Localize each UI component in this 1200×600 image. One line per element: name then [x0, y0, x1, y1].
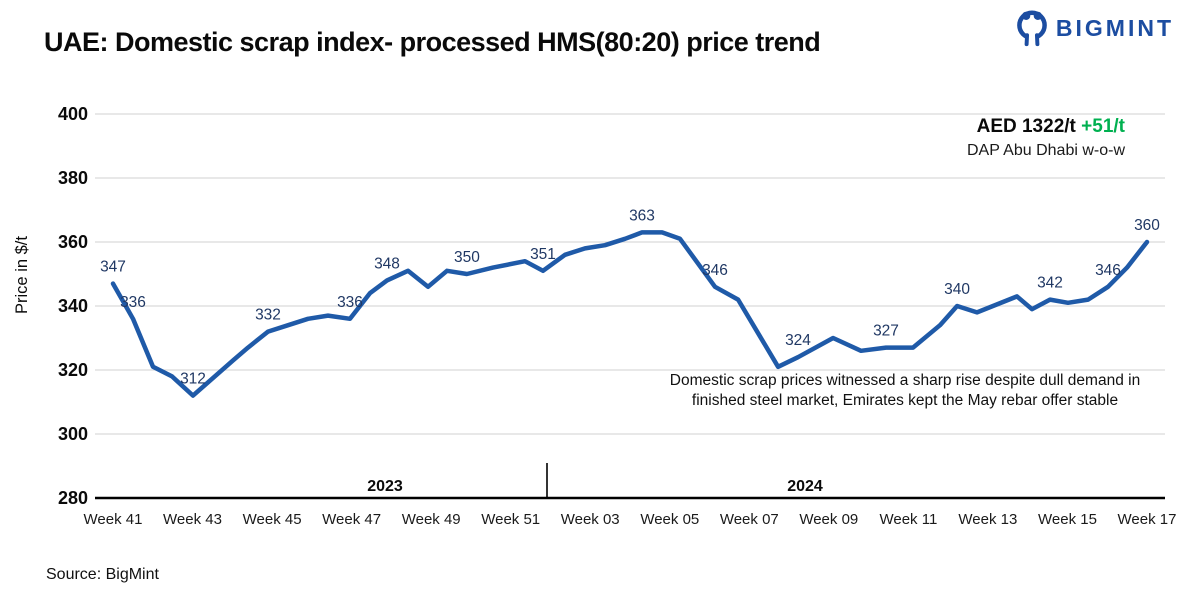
data-label: 336: [120, 294, 146, 311]
x-tick-label: Week 51: [481, 511, 540, 528]
y-tick-label: 380: [58, 168, 88, 188]
brand-logo: BIGMINT: [1014, 8, 1174, 48]
data-label: 360: [1134, 217, 1160, 234]
year-label: 2023: [367, 478, 403, 495]
price-callout: AED 1322/t +51/t DAP Abu Dhabi w-o-w: [967, 116, 1125, 160]
price-callout-line1: AED 1322/t +51/t: [967, 116, 1125, 138]
data-label: 348: [374, 255, 400, 272]
x-tick-label: Week 43: [163, 511, 222, 528]
x-tick-label: Week 13: [958, 511, 1017, 528]
x-tick-label: Week 15: [1038, 511, 1097, 528]
data-label: 336: [337, 294, 363, 311]
x-tick-label: Week 03: [561, 511, 620, 528]
x-tick-label: Week 11: [879, 511, 937, 528]
data-label: 340: [944, 281, 970, 298]
y-tick-label: 300: [58, 424, 88, 444]
market-note-line1: Domestic scrap prices witnessed a sharp …: [669, 372, 1141, 389]
data-label: 351: [530, 246, 556, 263]
y-tick-label: 340: [58, 296, 88, 316]
data-label: 347: [100, 259, 126, 276]
data-label: 327: [873, 323, 899, 340]
data-label: 312: [180, 371, 206, 388]
x-tick-label: Week 45: [243, 511, 302, 528]
x-tick-label: Week 47: [322, 511, 381, 528]
y-tick-label: 360: [58, 232, 88, 252]
y-tick-label: 400: [58, 104, 88, 124]
market-note: Domestic scrap prices witnessed a sharp …: [640, 371, 1170, 411]
chart-title: UAE: Domestic scrap index- processed HMS…: [44, 27, 821, 57]
brand-name: BIGMINT: [1055, 14, 1174, 41]
y-tick-label: 280: [58, 488, 88, 508]
data-label: 342: [1037, 275, 1063, 292]
year-label: 2024: [787, 478, 823, 495]
price-line: [110, 230, 1150, 398]
data-label: 350: [454, 249, 480, 266]
current-price: AED 1322/t: [976, 116, 1076, 137]
x-tick-label: Week 17: [1118, 511, 1177, 528]
data-label: 332: [255, 307, 281, 324]
x-tick-label: Week 05: [640, 511, 699, 528]
x-tick-label: Week 41: [84, 511, 143, 528]
x-tick-label: Week 09: [799, 511, 858, 528]
price-change-wow: +51/t: [1081, 116, 1125, 137]
y-tick-label: 320: [58, 360, 88, 380]
price-basis: DAP Abu Dhabi w-o-w: [967, 142, 1125, 159]
data-label: 346: [1095, 262, 1121, 279]
data-label: 346: [702, 262, 728, 279]
x-tick-label: Week 49: [402, 511, 461, 528]
x-tick-label: Week 07: [720, 511, 779, 528]
source-text: Source: BigMint: [46, 566, 159, 583]
data-label: 363: [629, 207, 655, 224]
data-label: 324: [785, 332, 811, 349]
bigmint-logo-icon: [1017, 10, 1047, 47]
market-note-line2: finished steel market, Emirates kept the…: [691, 392, 1119, 409]
